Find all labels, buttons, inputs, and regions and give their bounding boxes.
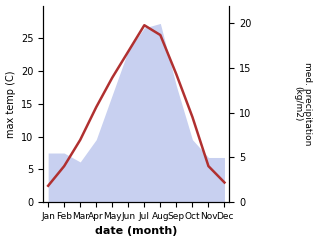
Y-axis label: med. precipitation
(kg/m2): med. precipitation (kg/m2) [293, 62, 313, 145]
X-axis label: date (month): date (month) [95, 227, 177, 236]
Y-axis label: max temp (C): max temp (C) [5, 70, 16, 138]
